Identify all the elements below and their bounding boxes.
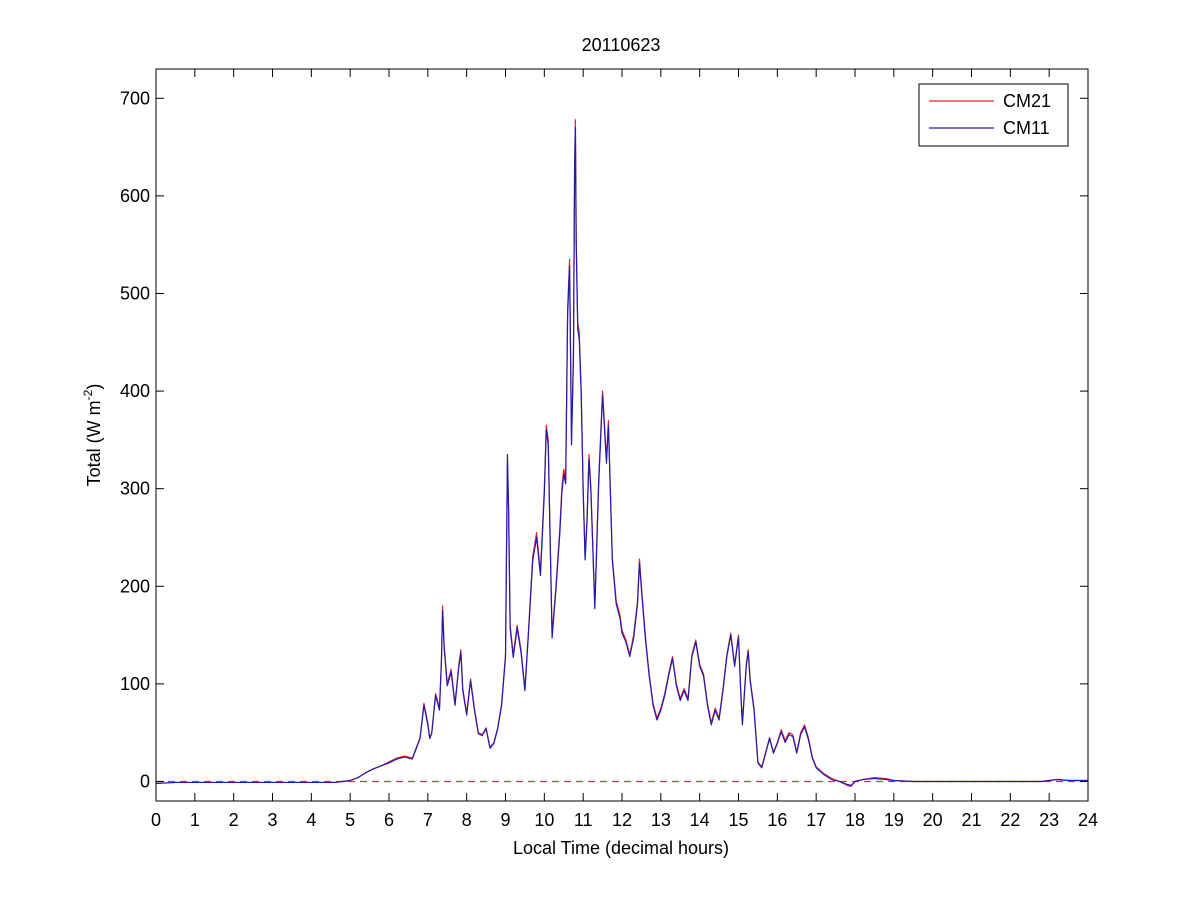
x-tick-label: 3: [267, 810, 277, 830]
x-tick-label: 0: [151, 810, 161, 830]
x-tick-label: 18: [845, 810, 865, 830]
plot-area: [156, 119, 1088, 787]
x-tick-label: 21: [961, 810, 981, 830]
x-axis-title: Local Time (decimal hours): [513, 838, 729, 858]
y-tick-label: 700: [120, 88, 150, 108]
x-tick-label: 23: [1039, 810, 1059, 830]
y-axis-title-end: ): [84, 384, 104, 390]
y-tick-label: 300: [120, 479, 150, 499]
y-tick-label: 100: [120, 674, 150, 694]
y-axis-title: Total (W m-2): [81, 384, 104, 487]
x-tick-label: 4: [306, 810, 316, 830]
x-tick-label: 1: [190, 810, 200, 830]
x-tick-label: 8: [462, 810, 472, 830]
legend-box: [918, 83, 1069, 147]
y-tick-label: 200: [120, 576, 150, 596]
x-tick-label: 24: [1078, 810, 1098, 830]
x-tick-label: 10: [534, 810, 554, 830]
x-tick-label: 17: [806, 810, 826, 830]
x-tick-label: 14: [690, 810, 710, 830]
x-tick-label: 22: [1000, 810, 1020, 830]
chart-title: 20110623: [582, 35, 661, 55]
y-tick-label: 500: [120, 283, 150, 303]
legend-label-cm11: CM11: [1003, 118, 1050, 138]
x-axis-ticks: 0 1 2 3 4 5 6 7 8 9 10 11 12 13 14 15 16 17 18 19 20 21 22 23 24: [151, 69, 1098, 830]
x-tick-label: 6: [384, 810, 394, 830]
y-tick-label: 400: [120, 381, 150, 401]
y-axis-title-main: Total (W m: [84, 400, 104, 486]
legend: CM21 CM11: [918, 83, 1069, 147]
y-tick-label: 0: [140, 771, 150, 791]
x-tick-label: 9: [500, 810, 510, 830]
x-tick-label: 2: [229, 810, 239, 830]
series-layer: [156, 119, 1088, 787]
x-tick-label: 7: [423, 810, 433, 830]
y-axis-title-exponent: -2: [81, 389, 95, 400]
x-tick-label: 13: [651, 810, 671, 830]
series-line-cm11: [156, 126, 1088, 786]
x-tick-label: 16: [767, 810, 787, 830]
x-tick-label: 5: [345, 810, 355, 830]
x-tick-label: 19: [884, 810, 904, 830]
x-tick-label: 12: [612, 810, 632, 830]
x-tick-label: 20: [923, 810, 943, 830]
legend-label-cm21: CM21: [1003, 91, 1051, 111]
x-tick-label: 15: [728, 810, 748, 830]
y-axis-ticks: 0 100 200 300 400 500 600 700: [120, 88, 1088, 791]
x-tick-label: 11: [574, 810, 593, 830]
y-tick-label: 600: [120, 186, 150, 206]
